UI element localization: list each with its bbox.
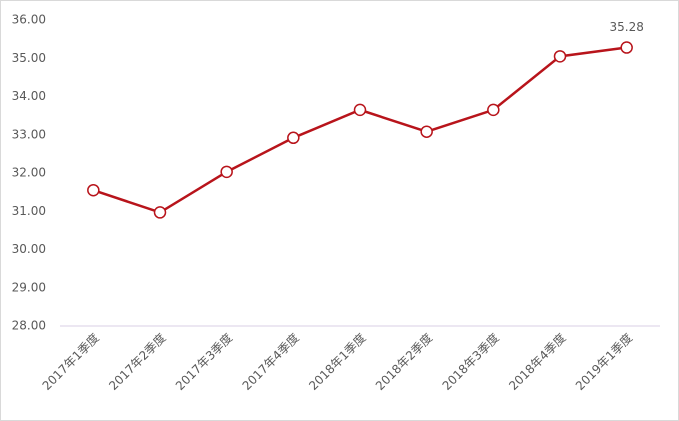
marker	[353, 103, 367, 117]
value-label: 35.28	[609, 20, 643, 34]
marker	[153, 206, 167, 219]
marker	[553, 50, 567, 63]
marker	[287, 131, 300, 145]
y-tick-label: 29.00	[12, 280, 46, 294]
marker	[620, 41, 633, 54]
marker	[87, 183, 100, 197]
y-tick-label: 31.00	[12, 204, 46, 218]
y-tick-label: 30.00	[12, 242, 46, 256]
y-tick-label: 35.00	[12, 51, 46, 65]
marker	[220, 165, 233, 179]
y-tick-label: 28.00	[12, 319, 46, 333]
y-tick-label: 34.00	[12, 89, 46, 103]
y-tick-label: 32.00	[12, 166, 46, 180]
y-tick-label: 36.00	[12, 13, 46, 27]
marker	[487, 103, 500, 117]
marker	[420, 125, 433, 138]
y-tick-label: 33.00	[12, 127, 46, 141]
